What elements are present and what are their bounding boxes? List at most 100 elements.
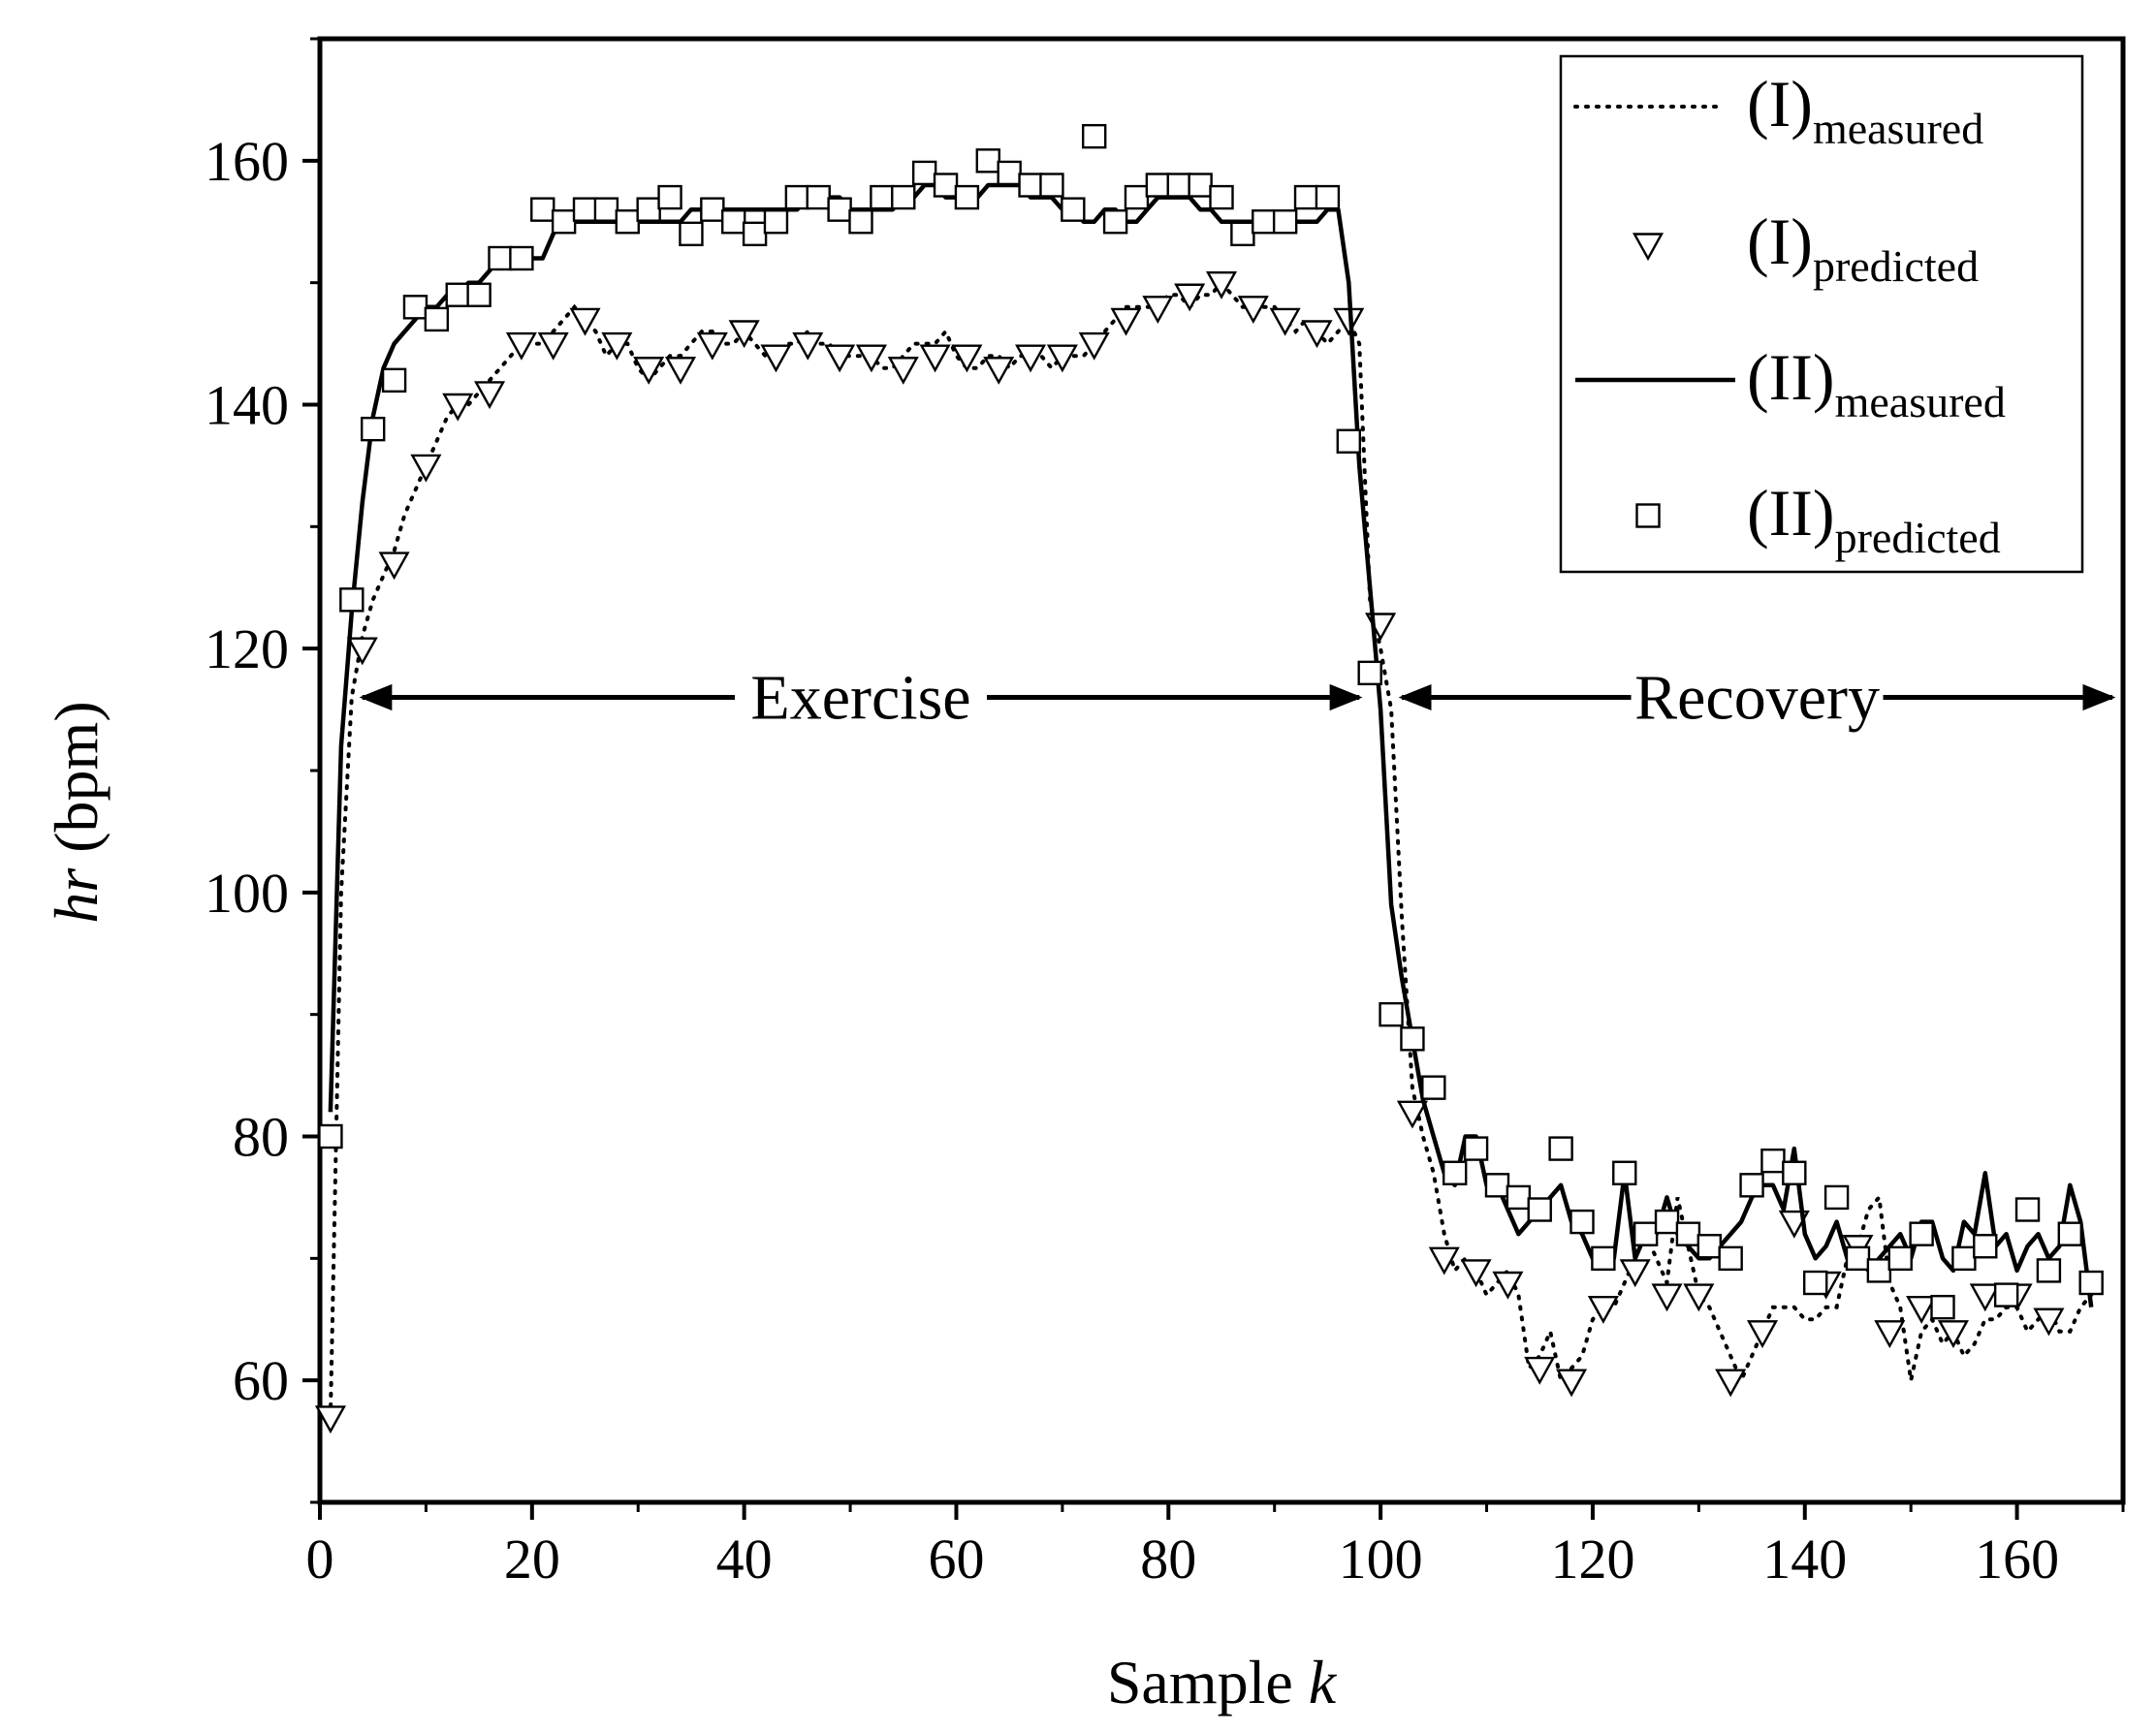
series-ii-predicted-point [827,197,852,222]
series-ii-predicted-point [1633,1221,1659,1246]
series-i-predicted-point [1460,1259,1492,1288]
series-ii-predicted-point [1443,1160,1468,1185]
x-tick-label: 120 [1550,1528,1634,1591]
series-4 [318,123,2104,1320]
series-ii-predicted-point [572,197,598,222]
series-ii-predicted-point [2057,1221,2082,1246]
legend-box [1559,54,2084,574]
series-i-predicted-point [314,1405,346,1434]
y-axis-title-variable: hr [42,867,111,924]
series-ii-predicted-point [1739,1173,1764,1198]
series-i-predicted-point [855,344,887,373]
x-axis-title-variable: k [1309,1648,1338,1717]
series-i-predicted-point [728,320,760,349]
x-tick-label: 100 [1339,1528,1423,1591]
series-ii-predicted-point [1400,1026,1425,1052]
x-axis-ticks: 0 20 40 60 80 100 120 140 160 [306,1502,2125,1591]
series-ii-predicted-point [848,209,873,235]
series-i-predicted-point [1015,344,1047,373]
series-ii-predicted-point [1315,184,1341,210]
series-ii-predicted-point [1654,1209,1680,1235]
series-layer [314,123,2104,1434]
series-ii-predicted-point [509,245,534,271]
series-ii-predicted-point [2014,1197,2041,1222]
series-ii-predicted-point [1124,184,1150,210]
series-ii-predicted-point [2078,1270,2104,1296]
series-i-predicted-point [983,357,1015,385]
series-ii-predicted-point [1252,209,1277,235]
y-axis-ticks: 60 80 100 120 140 160 [205,37,320,1504]
x-tick-label: 40 [716,1528,773,1591]
legend-label: (II)predicted [1747,476,2001,562]
series-i-predicted-point [951,344,983,373]
series-i-predicted-point [1683,1283,1715,1312]
series-i-predicted-point [824,344,856,373]
series-ii-predicted-point [318,1123,343,1150]
series-i-predicted-point [569,307,601,336]
series-ii-predicted-point [1866,1258,1892,1283]
x-tick-label: 140 [1762,1528,1847,1591]
series-i-predicted-point [1301,320,1333,349]
series-i-predicted-point [887,357,919,385]
x-tick-label: 20 [504,1528,560,1591]
legend-label-subscript: measured [1813,104,1983,153]
series-i-predicted-point [505,331,537,361]
series-i-predicted-point [1492,1271,1524,1300]
series-ii-predicted-point [381,367,407,394]
legend-label-main: (II) [1747,476,1835,550]
series-i-predicted-point [1046,344,1078,373]
series-i-predicted-point [1746,1320,1779,1349]
legend-swatch-triangle [1632,233,1665,262]
series-ii-predicted-point [1696,1234,1722,1259]
series-i-predicted-point [1524,1356,1556,1385]
series-ii-predicted-point [997,160,1022,186]
series-ii-predicted-point [1421,1075,1446,1100]
series-ii-predicted-point [551,209,577,235]
legend-label-subscript: measured [1835,377,2006,426]
series-ii-predicted-point [1930,1294,1955,1320]
series-i-predicted-point [1651,1283,1683,1312]
series-ii-predicted-point [1272,209,1298,235]
series-ii-predicted-point [1188,173,1213,198]
series-ii-predicted-point [891,184,916,210]
series-i-predicted-point [664,357,697,385]
series-ii-predicted-point [657,184,682,210]
series-ii-predicted-point [1823,1184,1850,1211]
y-tick-label: 60 [233,1349,289,1412]
y-tick-label: 100 [205,862,289,925]
series-ii-predicted-point [806,184,831,210]
series-ii-predicted-point [1591,1245,1616,1272]
series-ii-predicted-point [975,148,1000,173]
series-i-predicted-point [760,344,792,373]
series-i-predicted-point [537,331,569,361]
series-i-predicted-point [1556,1369,1588,1398]
x-axis-title-main: Sample [1107,1648,1309,1717]
series-i-predicted-point [1110,307,1142,336]
legend-label: (I)measured [1747,67,1983,153]
series-ii-predicted-point [424,306,450,332]
legend: (I)measured(I)predicted(II)measured(II)p… [1559,54,2084,574]
series-i-predicted-point [1078,331,1110,361]
series-ii-predicted-point [402,295,428,320]
series-i-predicted-point [696,331,728,361]
series-ii-predicted-point [679,221,704,247]
series-ii-predicted-point [1018,173,1043,198]
series-i-predicted-point [1396,1100,1428,1129]
series-ii-predicted-point [2036,1258,2062,1283]
series-i-predicted-point [1969,1283,2001,1312]
series-ii-predicted-point [1379,1001,1404,1027]
legend-items: (I)measured(I)predicted(II)measured(II)p… [1573,67,2006,562]
series-ii-predicted-point [1230,221,1255,247]
series-ii-predicted-point [1336,428,1361,454]
series-i-predicted-point [410,454,442,483]
y-axis-title-main: (bpm) [42,701,111,867]
series-ii-predicted-point [1718,1245,1743,1272]
series-ii-predicted-point [1293,184,1319,210]
series-ii-predicted-point [911,160,937,186]
series-i-predicted-point [442,393,474,422]
phase-annotations: Exercise Recovery [359,663,2116,734]
series-ii-predicted-point [1951,1245,1977,1272]
legend-label: (II)measured [1747,340,2006,426]
series-i-predicted-point [1174,283,1206,312]
